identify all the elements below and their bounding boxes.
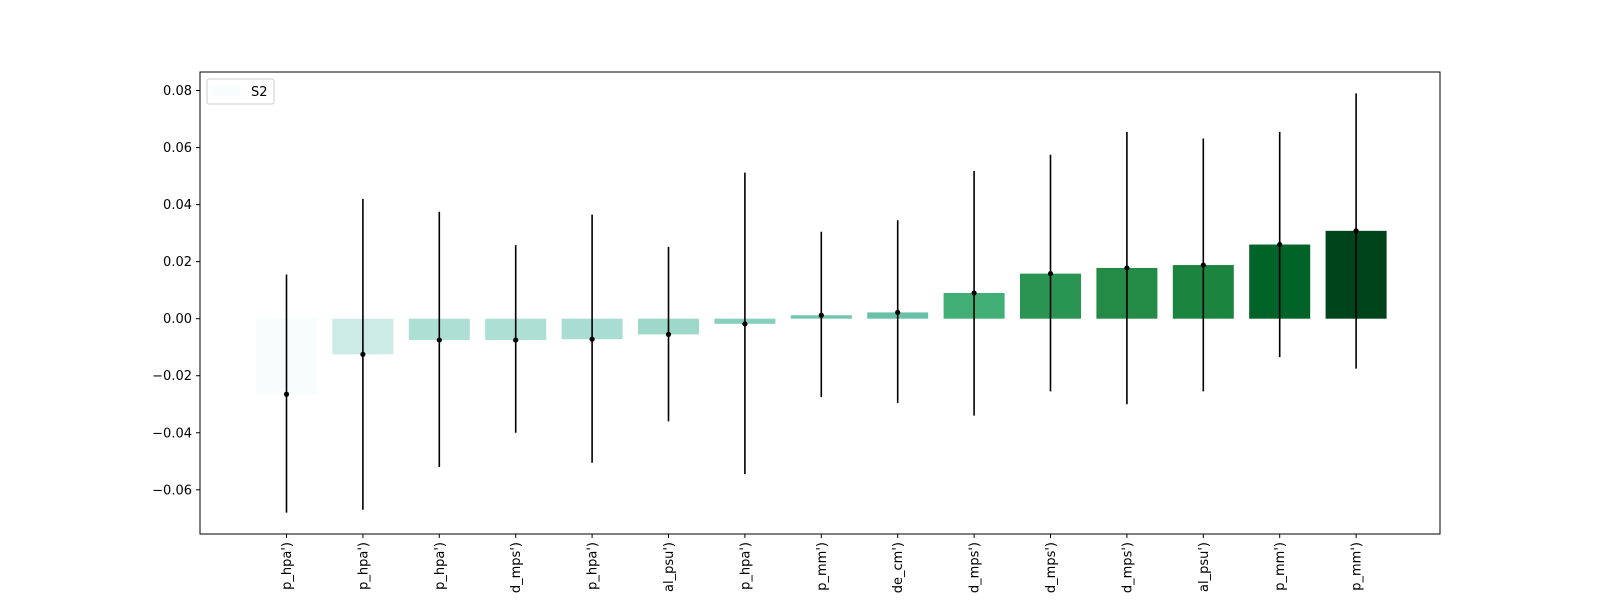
error-bar-point: [1047, 271, 1054, 277]
y-tick-label: 0.06: [163, 141, 192, 156]
x-tick-label: p_mm'): [1273, 542, 1288, 591]
x-tick-label: d_mps'): [1120, 542, 1135, 593]
plot-area-frame: [199, 71, 1441, 535]
legend: S2: [206, 78, 275, 105]
error-bar-point: [1200, 262, 1206, 268]
x-tick-label: d_mps'): [509, 542, 524, 593]
legend-label: S2: [251, 85, 268, 100]
x-tick-label: al_psu'): [1197, 542, 1212, 592]
errorbars-group: [283, 93, 1359, 513]
error-bar-point: [1277, 241, 1283, 248]
y-tick-label: 0.04: [163, 198, 192, 213]
x-tick-label: p_mm'): [815, 542, 830, 591]
x-tick-label: p_hpa'): [738, 542, 753, 590]
y-tick-label: 0.02: [163, 255, 192, 270]
legend-swatch: [213, 86, 241, 96]
error-bar-point: [1124, 265, 1130, 271]
x-tick-label: d_mps'): [968, 542, 983, 593]
error-bar-point: [1353, 228, 1359, 234]
y-tick-label: −0.02: [152, 369, 192, 384]
x-tick-label: p_hpa'): [586, 542, 601, 590]
y-tick-label: −0.04: [152, 426, 192, 441]
y-axis: −0.06 −0.04 −0.02 0.00 0.02 0.04 0.06 0.08: [152, 84, 200, 498]
error-bar-point: [360, 351, 366, 357]
x-tick-label: al_psu'): [662, 542, 677, 592]
error-bar-point: [513, 337, 519, 343]
error-bar-point: [589, 336, 595, 342]
y-tick-label: −0.06: [152, 483, 192, 498]
x-tick-label: p_hpa'): [433, 542, 448, 590]
error-bar-point: [971, 290, 977, 296]
y-tick-label: 0.08: [163, 84, 192, 99]
error-bar-point: [818, 312, 824, 318]
x-tick-label: de_cm'): [891, 542, 906, 593]
error-bar-point: [742, 321, 748, 327]
error-bar-point: [436, 337, 442, 343]
x-tick-label: p_mm'): [1350, 542, 1365, 591]
x-axis: p_hpa') p_hpa') p_hpa') d_mps') p_hpa') al_ps…: [280, 534, 1365, 593]
x-tick-label: d_mps'): [1044, 542, 1059, 593]
y-tick-label: 0.00: [163, 312, 192, 327]
x-tick-label: p_hpa'): [356, 542, 371, 590]
x-tick-label: p_hpa'): [280, 542, 295, 590]
error-bar-point: [665, 331, 672, 337]
error-bar-point: [283, 391, 290, 397]
error-bar-point: [895, 309, 901, 316]
